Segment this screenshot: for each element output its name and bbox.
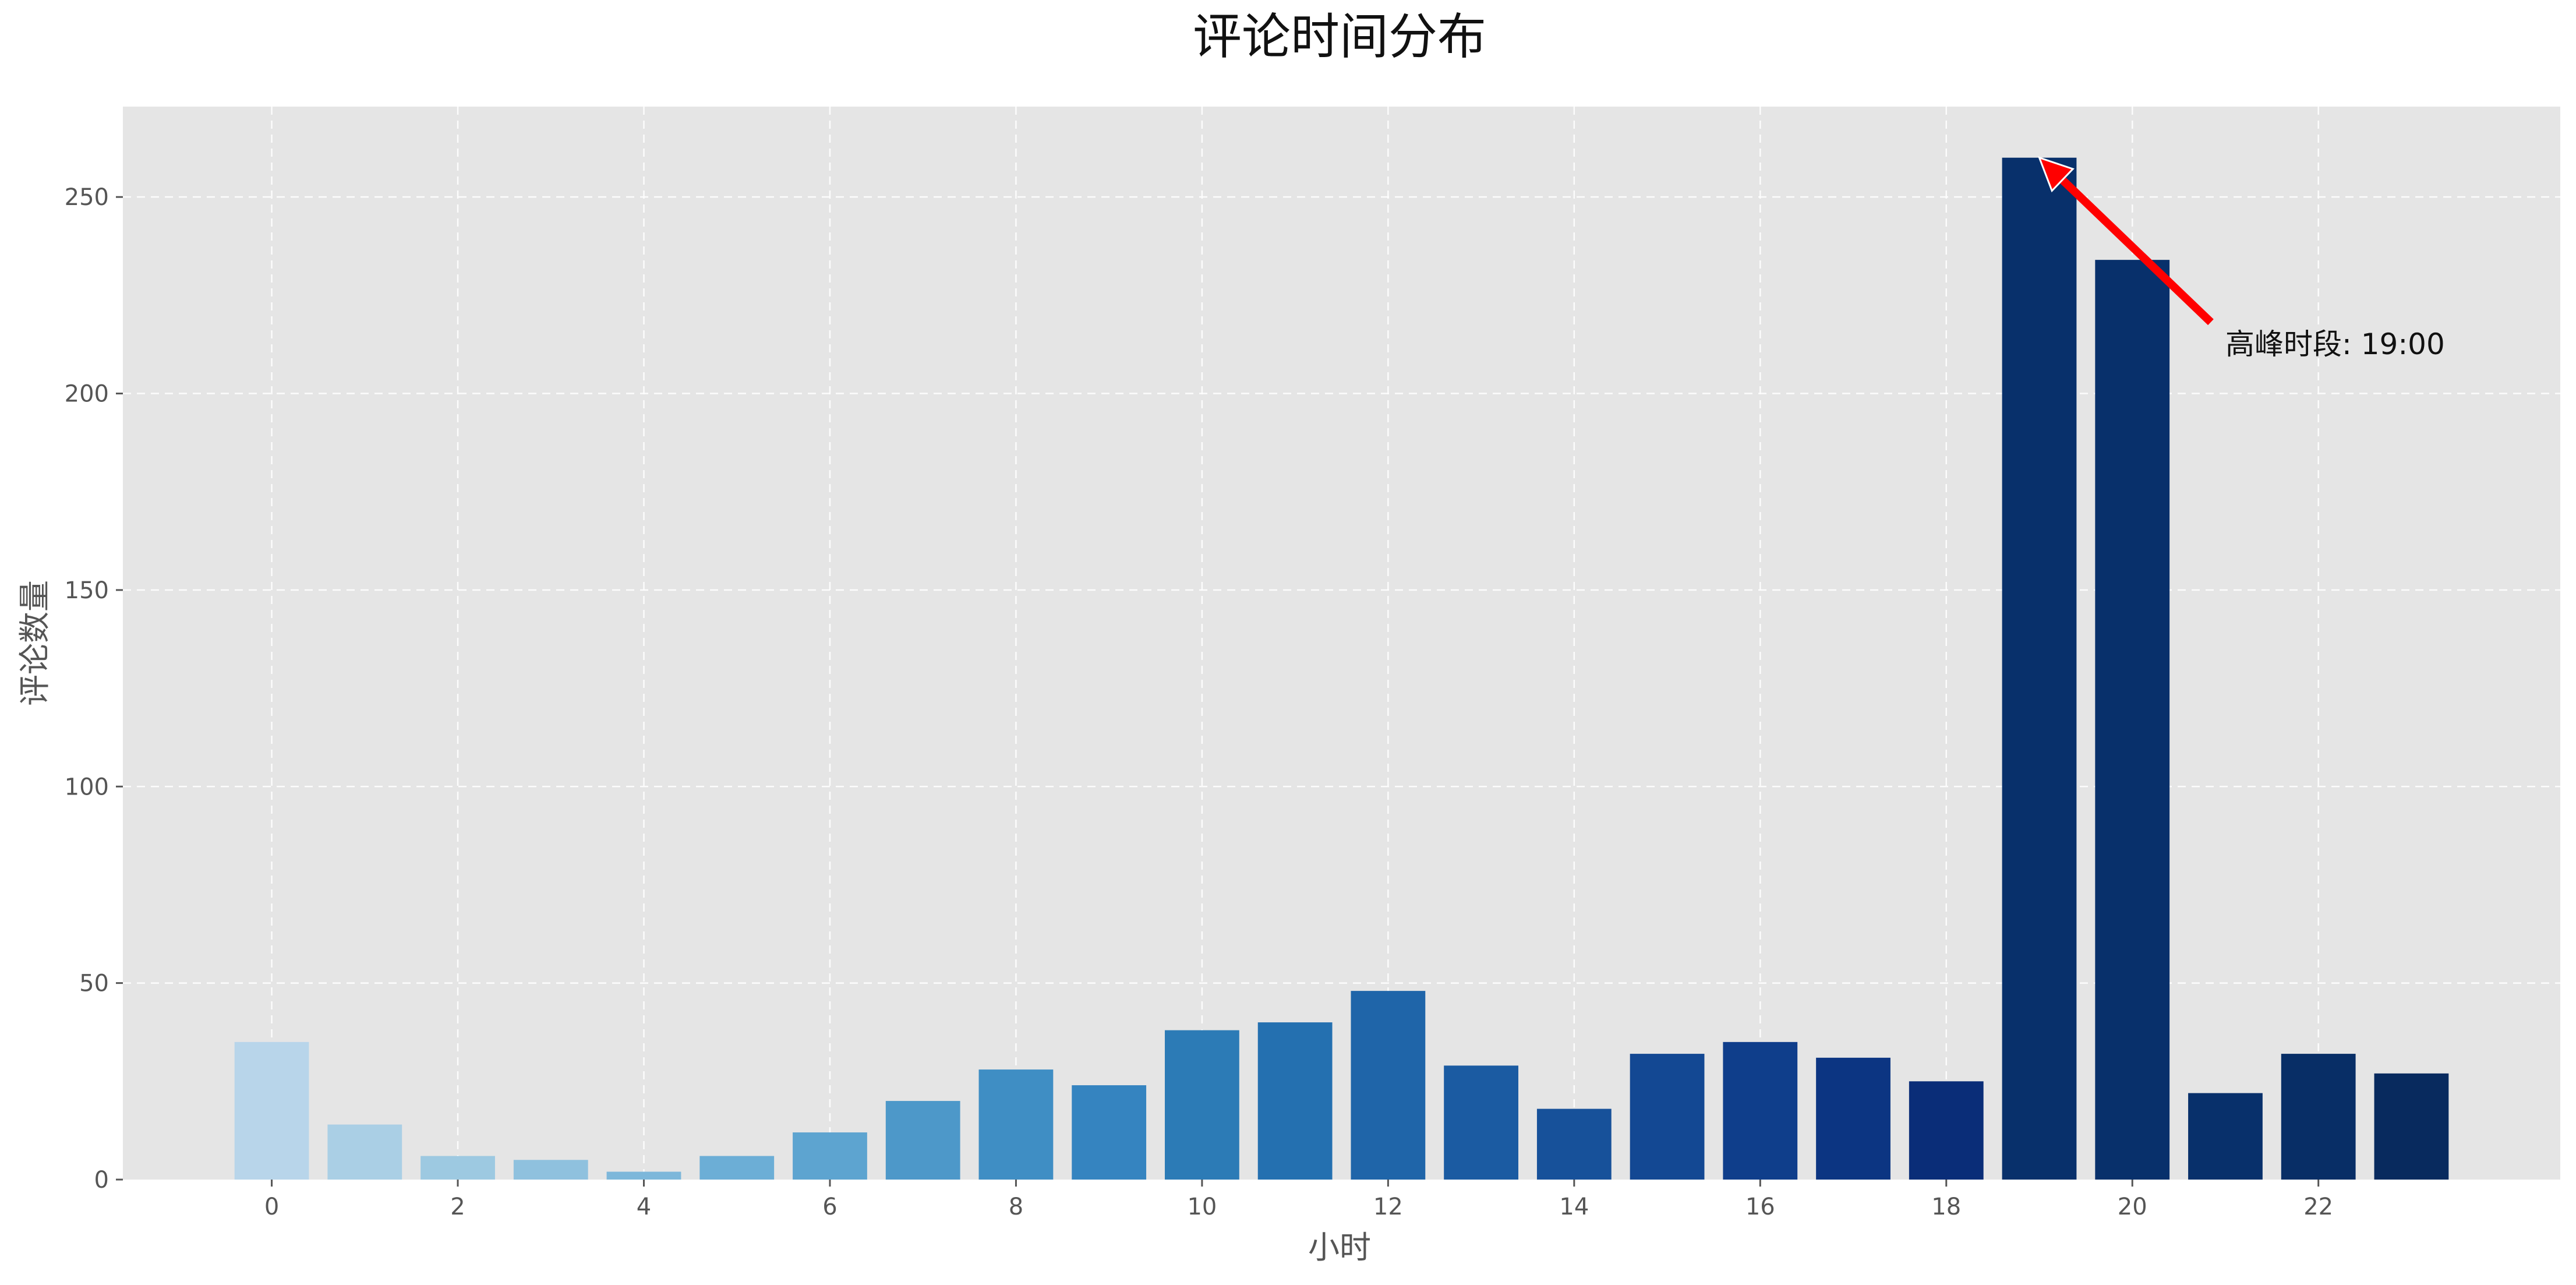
bar-hour-22 xyxy=(2281,1054,2356,1180)
x-tick-label: 22 xyxy=(2303,1194,2333,1220)
y-tick-label: 200 xyxy=(65,381,109,408)
bars xyxy=(234,157,2449,1180)
bar-hour-0 xyxy=(234,1042,309,1180)
peak-annotation: 高峰时段: 19:00 xyxy=(2037,156,2445,361)
chart-title: 评论时间分布 xyxy=(1193,8,1486,65)
y-axis-label: 评论数量 xyxy=(16,580,53,706)
bar-hour-15 xyxy=(1630,1054,1705,1180)
bar-hour-9 xyxy=(1072,1085,1147,1180)
x-tick-label: 6 xyxy=(822,1194,837,1220)
bar-hour-10 xyxy=(1165,1030,1239,1180)
bar-hour-7 xyxy=(885,1101,960,1180)
bar-hour-6 xyxy=(793,1132,867,1180)
bar-hour-19 xyxy=(2002,157,2077,1180)
bar-hour-11 xyxy=(1257,1022,1333,1180)
bar-hour-12 xyxy=(1351,991,1426,1180)
bar-hour-18 xyxy=(1909,1081,1984,1180)
x-tick-label: 2 xyxy=(450,1194,465,1220)
bar-hour-23 xyxy=(2374,1073,2449,1180)
x-tick-label: 8 xyxy=(1009,1194,1023,1220)
y-tick-label: 50 xyxy=(79,970,109,997)
annotation-text: 高峰时段: 19:00 xyxy=(2225,327,2445,361)
bar-hour-8 xyxy=(978,1069,1054,1180)
x-tick-label: 12 xyxy=(1373,1194,1403,1220)
y-tick-label: 250 xyxy=(65,184,109,211)
bar-hour-16 xyxy=(1723,1042,1798,1180)
annotation-arrow-line xyxy=(2059,176,2214,326)
x-tick-label: 14 xyxy=(1559,1194,1589,1220)
bar-hour-5 xyxy=(699,1156,775,1180)
bar-hour-14 xyxy=(1536,1109,1612,1180)
y-axis-ticks: 0 50 100 150 200 250 xyxy=(65,184,123,1194)
y-tick-label: 0 xyxy=(94,1167,109,1194)
x-tick-label: 0 xyxy=(264,1194,279,1220)
y-tick-label: 150 xyxy=(65,577,109,604)
bar-hour-3 xyxy=(513,1160,588,1180)
plot-area xyxy=(123,107,2560,1180)
bar-hour-20 xyxy=(2095,260,2170,1180)
x-tick-label: 10 xyxy=(1187,1194,1217,1220)
bar-hour-1 xyxy=(327,1124,402,1180)
x-tick-label: 4 xyxy=(637,1194,651,1220)
x-tick-label: 18 xyxy=(1931,1194,1961,1220)
annotation-arrow-head xyxy=(2037,156,2075,193)
bar-hour-2 xyxy=(421,1156,495,1180)
x-axis-ticks: 0 2 4 6 8 10 12 14 16 18 20 22 xyxy=(264,1180,2333,1220)
x-axis-label: 小时 xyxy=(1308,1229,1371,1266)
bar-hour-17 xyxy=(1816,1057,1891,1180)
bar-hour-4 xyxy=(606,1171,681,1180)
bar-hour-13 xyxy=(1444,1065,1518,1180)
x-tick-label: 16 xyxy=(1745,1194,1775,1220)
bar-hour-21 xyxy=(2188,1093,2263,1180)
x-tick-label: 20 xyxy=(2118,1194,2147,1220)
y-tick-label: 100 xyxy=(65,774,109,800)
